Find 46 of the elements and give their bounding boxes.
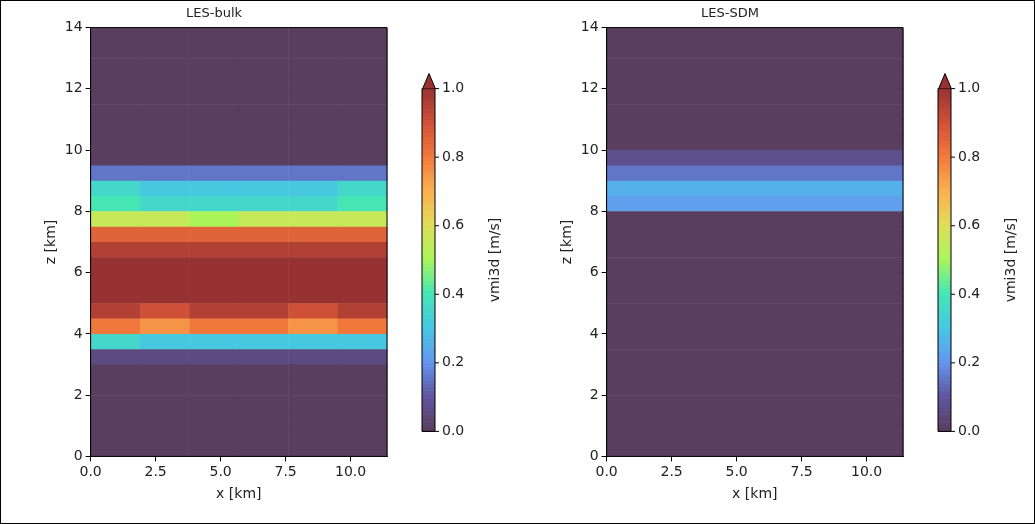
x-tick-label: 10.0 [335,463,367,480]
x-tick-label: 2.5 [144,463,167,480]
color-bar-label: 0.0 [958,422,981,439]
color-bar-title: vmi3d [m/s] [485,217,502,303]
y-tick-label: 10 [64,140,83,157]
x-tick-label: 7.5 [790,463,813,480]
y-tick-label: 0 [589,447,599,464]
x-tick-label: 7.5 [274,463,297,480]
x-tick-label: 10.0 [851,463,883,480]
x-tick-label: 5.0 [209,463,232,480]
y-tick-label: 2 [589,385,599,402]
y-tick-label: 4 [589,324,599,341]
y-tick-label: 6 [589,263,599,280]
chart-title: LES-SDM [701,5,759,21]
x-tick-label: 2.5 [660,463,683,480]
y-tick-label: 8 [589,202,599,219]
color-bar-label: 0.0 [442,422,465,439]
y-tick-label: 12 [64,79,83,96]
color-bar-label: 1.0 [958,79,981,96]
y-axis-title: z [km] [42,219,59,265]
x-tick-label: 5.0 [725,463,748,480]
color-bar-label: 0.6 [958,216,981,233]
color-bar-label: 0.8 [442,147,465,164]
x-axis-title: x [km] [216,485,262,502]
color-bar-label: 0.8 [958,147,981,164]
y-tick-label: 4 [73,324,83,341]
y-axis-title: z [km] [558,219,575,265]
color-bar-title: vmi3d [m/s] [1001,217,1018,303]
x-tick-label: 0.0 [79,463,102,480]
y-tick-label: 6 [73,263,83,280]
y-tick-label: 12 [580,79,599,96]
x-tick-label: 0.0 [595,463,618,480]
y-tick-label: 8 [73,202,83,219]
x-axis-title: x [km] [732,485,778,502]
y-tick-label: 2 [73,385,83,402]
chart-title: LES-bulk [185,5,243,21]
color-bar-label: 1.0 [442,79,465,96]
color-bar-label: 0.2 [442,353,465,370]
color-bar-label: 0.6 [442,216,465,233]
y-tick-label: 14 [64,18,83,35]
color-bar-label: 0.4 [958,284,981,301]
color-bar-label: 0.4 [442,284,465,301]
color-bar-label: 0.2 [958,353,981,370]
y-tick-label: 14 [580,18,599,35]
y-tick-label: 0 [73,447,83,464]
y-tick-label: 10 [580,140,599,157]
